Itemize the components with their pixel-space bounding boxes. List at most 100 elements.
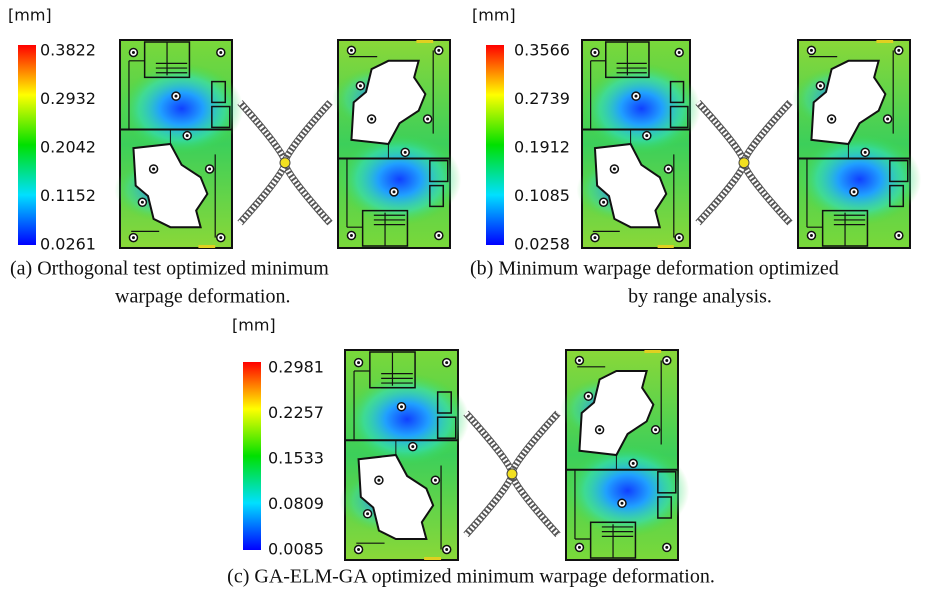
- screw-center: [578, 359, 581, 362]
- screw-center: [810, 234, 813, 237]
- molded-part: [560, 350, 689, 560]
- screw-center: [426, 118, 429, 121]
- deformation-zone: [338, 134, 461, 226]
- screw-center: [593, 51, 596, 54]
- tab: [644, 350, 661, 353]
- scale-label: 0.0261: [40, 235, 96, 254]
- screw-center: [598, 428, 601, 431]
- scale-label: 0.1912: [514, 138, 570, 157]
- gate: [507, 469, 517, 479]
- scale-label: 0.2739: [514, 89, 570, 108]
- screw-center: [186, 134, 189, 137]
- scale-label: 0.1533: [268, 449, 324, 468]
- screw-center: [350, 49, 353, 52]
- screw-center: [400, 405, 403, 408]
- color-bar: [18, 45, 36, 245]
- screw-center: [370, 118, 373, 121]
- screw-center: [897, 234, 900, 237]
- screw-center: [613, 167, 616, 170]
- screw-center: [377, 479, 380, 482]
- screw-center: [132, 51, 135, 54]
- unit-label: [mm]: [472, 6, 516, 25]
- scale-label: 0.0809: [268, 494, 324, 513]
- runner: [466, 413, 512, 474]
- screw-center: [132, 236, 135, 239]
- scale-label: 0.2257: [268, 403, 324, 422]
- screw-center: [141, 201, 144, 204]
- color-bar: [243, 362, 261, 550]
- unit-label: [mm]: [232, 316, 276, 335]
- tab: [416, 40, 433, 43]
- screw-center: [678, 236, 681, 239]
- screw-center: [437, 49, 440, 52]
- screw-center: [830, 118, 833, 121]
- color-bar: [486, 45, 504, 245]
- screw-center: [219, 51, 222, 54]
- screw-center: [645, 134, 648, 137]
- screw-center: [445, 361, 448, 364]
- runner: [240, 163, 285, 223]
- screw-center: [819, 84, 822, 87]
- screw-center: [411, 445, 414, 448]
- screw-center: [593, 236, 596, 239]
- caption: (a) Orthogonal test optimized minimum: [10, 258, 329, 280]
- screw-center: [208, 167, 211, 170]
- scale-label: 0.2981: [268, 358, 324, 377]
- screw-center: [654, 428, 657, 431]
- screw-center: [621, 502, 624, 505]
- screw-center: [578, 546, 581, 549]
- screw-center: [219, 236, 222, 239]
- caption: warpage deformation.: [115, 286, 290, 308]
- screw-center: [445, 548, 448, 551]
- molded-part: [114, 40, 243, 248]
- screw-center: [853, 190, 856, 193]
- runner: [240, 102, 285, 162]
- tab: [198, 245, 215, 248]
- screw-center: [175, 95, 178, 98]
- screw-center: [434, 479, 437, 482]
- screw-center: [632, 462, 635, 465]
- screw-center: [665, 359, 668, 362]
- screw-center: [864, 151, 867, 154]
- screw-center: [393, 190, 396, 193]
- screw-center: [886, 118, 889, 121]
- deformation-zone: [798, 134, 921, 226]
- molded-part: [792, 40, 921, 248]
- deformation-zone: [582, 63, 701, 155]
- scale-label: 0.1152: [40, 186, 96, 205]
- screw-center: [635, 95, 638, 98]
- screw-center: [678, 51, 681, 54]
- scale-label: 0.1085: [514, 186, 570, 205]
- caption: by range analysis.: [628, 286, 772, 308]
- screw-center: [667, 167, 670, 170]
- screw-center: [665, 546, 668, 549]
- scale-label: 0.2042: [40, 138, 96, 157]
- screw-center: [437, 234, 440, 237]
- figure: [mm] 0.3822 0.2932 0.2042 0.1152 0.0261 (a) Or…: [0, 0, 942, 597]
- screw-center: [152, 167, 155, 170]
- scale-label: 0.2932: [40, 89, 96, 108]
- runner: [698, 163, 744, 223]
- screw-center: [350, 234, 353, 237]
- tab: [876, 40, 893, 43]
- deformation-zone: [120, 63, 243, 155]
- scale-label: 0.3822: [40, 41, 96, 60]
- gate: [739, 158, 749, 168]
- caption: (b) Minimum warpage deformation optimize…: [470, 258, 839, 280]
- gate: [280, 158, 290, 168]
- caption: (c) GA-ELM-GA optimized minimum warpage …: [227, 566, 715, 588]
- scale-label: 0.0258: [514, 235, 570, 254]
- screw-center: [602, 201, 605, 204]
- screw-center: [810, 49, 813, 52]
- molded-part: [339, 350, 469, 560]
- molded-part: [332, 40, 461, 248]
- screw-center: [359, 84, 362, 87]
- screw-center: [897, 49, 900, 52]
- screw-center: [366, 512, 369, 515]
- runner: [698, 102, 744, 162]
- tab: [424, 557, 441, 560]
- screw-center: [404, 151, 407, 154]
- screw-center: [587, 395, 590, 398]
- scale-label: 0.0085: [268, 540, 324, 559]
- scale-label: 0.3566: [514, 41, 570, 60]
